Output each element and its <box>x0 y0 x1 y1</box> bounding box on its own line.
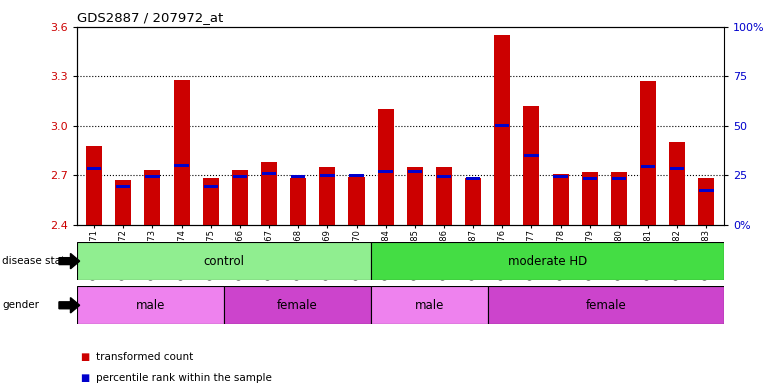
Bar <box>378 170 393 174</box>
Bar <box>320 174 335 177</box>
Bar <box>175 164 188 167</box>
Text: male: male <box>415 299 444 312</box>
Bar <box>640 81 656 225</box>
Bar <box>669 142 686 225</box>
Bar <box>582 177 597 180</box>
Bar <box>87 167 101 170</box>
Text: transformed count: transformed count <box>96 352 193 362</box>
Bar <box>494 35 510 225</box>
Bar <box>319 167 336 225</box>
Bar <box>349 174 364 177</box>
Bar <box>408 170 422 174</box>
Bar <box>86 146 102 225</box>
Text: female: female <box>586 299 627 312</box>
Bar <box>233 175 247 178</box>
Bar <box>553 175 568 178</box>
Bar <box>581 172 597 225</box>
Bar <box>612 177 626 180</box>
Bar <box>204 185 218 188</box>
Bar <box>290 179 306 225</box>
Bar <box>116 185 130 188</box>
Bar <box>552 174 568 225</box>
Bar <box>436 167 452 225</box>
Bar <box>378 109 394 225</box>
Text: female: female <box>277 299 318 312</box>
Bar <box>489 286 724 324</box>
Bar <box>670 167 685 170</box>
Bar <box>232 170 248 225</box>
Text: ■: ■ <box>80 373 90 383</box>
Bar <box>407 167 423 225</box>
Bar <box>174 79 189 225</box>
Bar <box>465 179 481 225</box>
Bar <box>349 177 365 225</box>
Bar <box>77 286 224 324</box>
Bar <box>224 286 371 324</box>
Text: ■: ■ <box>80 352 90 362</box>
Text: GDS2887 / 207972_at: GDS2887 / 207972_at <box>77 11 223 24</box>
Text: disease state: disease state <box>2 256 72 266</box>
Bar <box>523 106 539 225</box>
Bar <box>524 154 538 157</box>
Text: percentile rank within the sample: percentile rank within the sample <box>96 373 272 383</box>
Bar <box>77 242 371 280</box>
Bar <box>699 179 715 225</box>
Bar <box>699 189 714 192</box>
Bar <box>146 175 159 178</box>
Bar <box>466 177 480 180</box>
Text: moderate HD: moderate HD <box>508 255 587 268</box>
Bar <box>144 170 160 225</box>
Bar <box>203 179 219 225</box>
Text: male: male <box>136 299 165 312</box>
Bar <box>371 286 489 324</box>
Bar <box>611 172 627 225</box>
Text: control: control <box>203 255 244 268</box>
Bar <box>495 124 509 127</box>
Bar <box>262 172 277 175</box>
Bar <box>437 175 451 178</box>
Bar <box>261 162 277 225</box>
Bar <box>115 180 131 225</box>
Bar <box>371 242 724 280</box>
Bar <box>291 175 306 178</box>
Bar <box>641 166 655 169</box>
Text: gender: gender <box>2 300 39 310</box>
